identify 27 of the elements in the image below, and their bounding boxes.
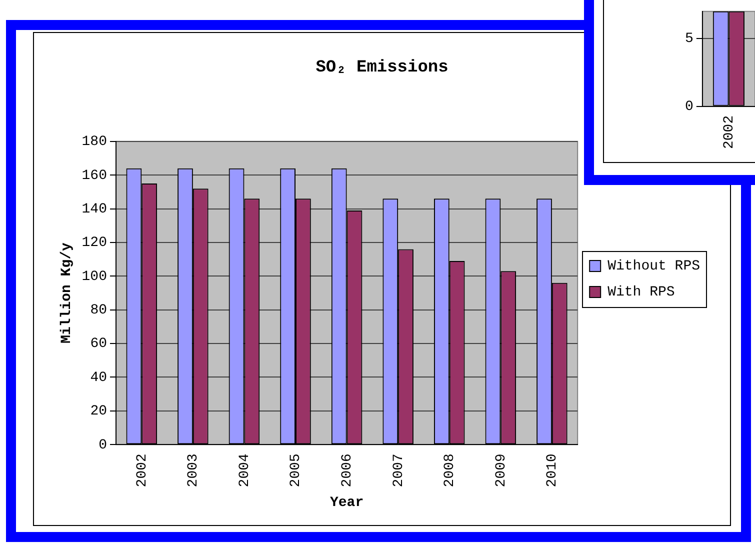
x-tick-label: 2004 bbox=[236, 454, 253, 488]
y-tick-label: 60 bbox=[90, 336, 108, 352]
x-tick-label: 2006 bbox=[340, 454, 356, 488]
y-tick-label: 140 bbox=[82, 201, 108, 218]
y-tick-label: 5 bbox=[684, 31, 694, 48]
x-tick-label: 2002 bbox=[134, 454, 150, 488]
legend-label: With RPS bbox=[608, 284, 675, 301]
legend-label: Without RPS bbox=[608, 258, 700, 275]
chart-title: SO₂ Emissions bbox=[316, 58, 448, 78]
y-tick-label: 0 bbox=[98, 437, 108, 454]
x-tick-label: 2003 bbox=[186, 454, 202, 488]
x-tick-label: 2002 bbox=[721, 115, 738, 150]
x-tick-label: 2010 bbox=[544, 454, 561, 488]
y-tick-label: 20 bbox=[90, 404, 108, 420]
y-tick-label: 100 bbox=[82, 268, 108, 285]
x-tick-label: 2005 bbox=[288, 454, 304, 488]
y-tick-label: 160 bbox=[82, 168, 108, 184]
x-tick-label: 2008 bbox=[442, 454, 458, 488]
y-tick-label: 40 bbox=[90, 370, 108, 386]
x-axis-title: Year bbox=[330, 495, 364, 512]
x-tick-label: 2007 bbox=[390, 454, 407, 488]
y-tick-label: 180 bbox=[82, 134, 108, 150]
x-tick-label: 2009 bbox=[493, 454, 510, 488]
y-axis-title: Million Kg/y bbox=[58, 242, 75, 344]
y-tick-label: 80 bbox=[90, 302, 108, 319]
y-tick-label: 0 bbox=[684, 99, 694, 116]
y-tick-label: 120 bbox=[82, 235, 108, 252]
